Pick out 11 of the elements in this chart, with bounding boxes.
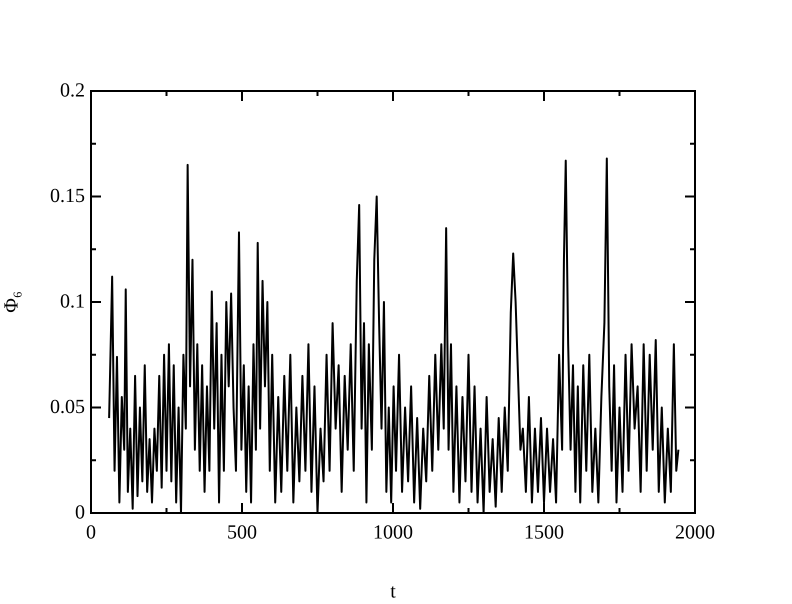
x-tick-label: 1500 — [524, 521, 564, 544]
y-tick-label: 0.2 — [60, 79, 85, 102]
x-axis-title: t — [390, 580, 396, 602]
y-axis-title: Φ₆ — [0, 291, 22, 313]
x-tick-label: 1000 — [373, 521, 413, 544]
y-tick-label: 0.1 — [60, 290, 85, 312]
y-tick-label: 0 — [75, 501, 85, 524]
x-tick-label: 2000 — [675, 521, 715, 544]
y-tick-label: 0.15 — [50, 184, 85, 207]
y-tick-label: 0.05 — [50, 396, 85, 418]
x-tick-label: 500 — [227, 521, 257, 544]
